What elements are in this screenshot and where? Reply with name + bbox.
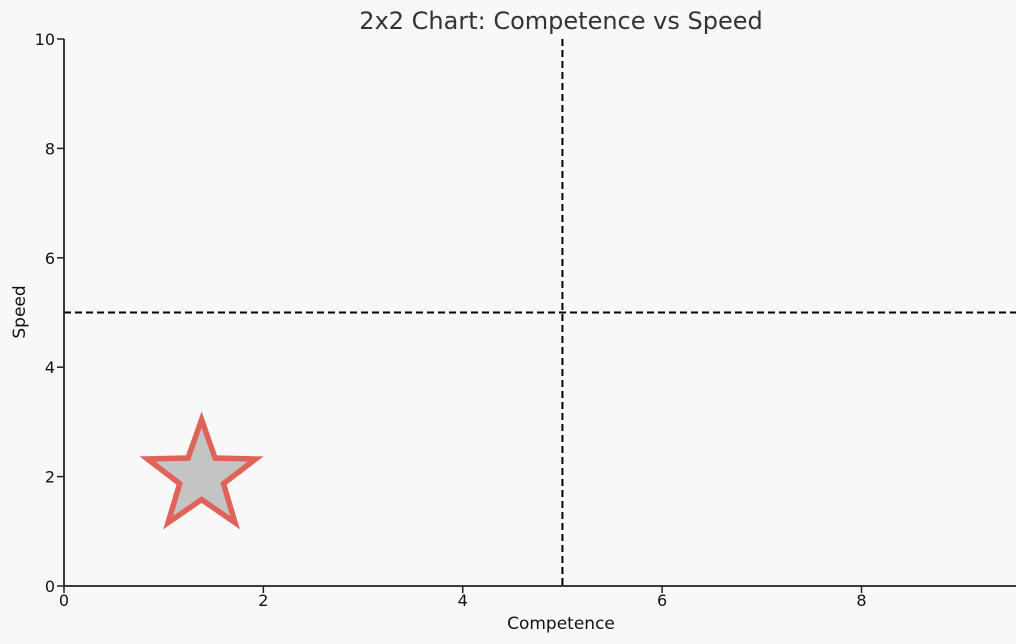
y-tick-label: 6 <box>45 249 55 268</box>
chart-title: 2x2 Chart: Competence vs Speed <box>359 7 762 35</box>
star-point <box>139 411 264 530</box>
x-tick-label: 0 <box>59 591 69 610</box>
x-tick-label: 2 <box>258 591 268 610</box>
x-tick-label: 8 <box>856 591 866 610</box>
y-tick-label: 0 <box>45 577 55 596</box>
x-tick-label: 6 <box>657 591 667 610</box>
x-tick-label: 4 <box>458 591 468 610</box>
y-tick-label: 4 <box>45 358 55 377</box>
y-tick-label: 10 <box>35 30 55 49</box>
x-axis-label: Competence <box>507 614 615 634</box>
y-tick-label: 8 <box>45 139 55 158</box>
quadrant-lines <box>64 39 1016 586</box>
points-layer <box>139 411 264 530</box>
y-axis-label: Speed <box>10 285 30 338</box>
y-tick-label: 2 <box>45 468 55 487</box>
ticks-layer: 0 2 4 6 8 0 2 4 6 8 10 <box>35 30 867 610</box>
axes-layer <box>63 39 1016 587</box>
